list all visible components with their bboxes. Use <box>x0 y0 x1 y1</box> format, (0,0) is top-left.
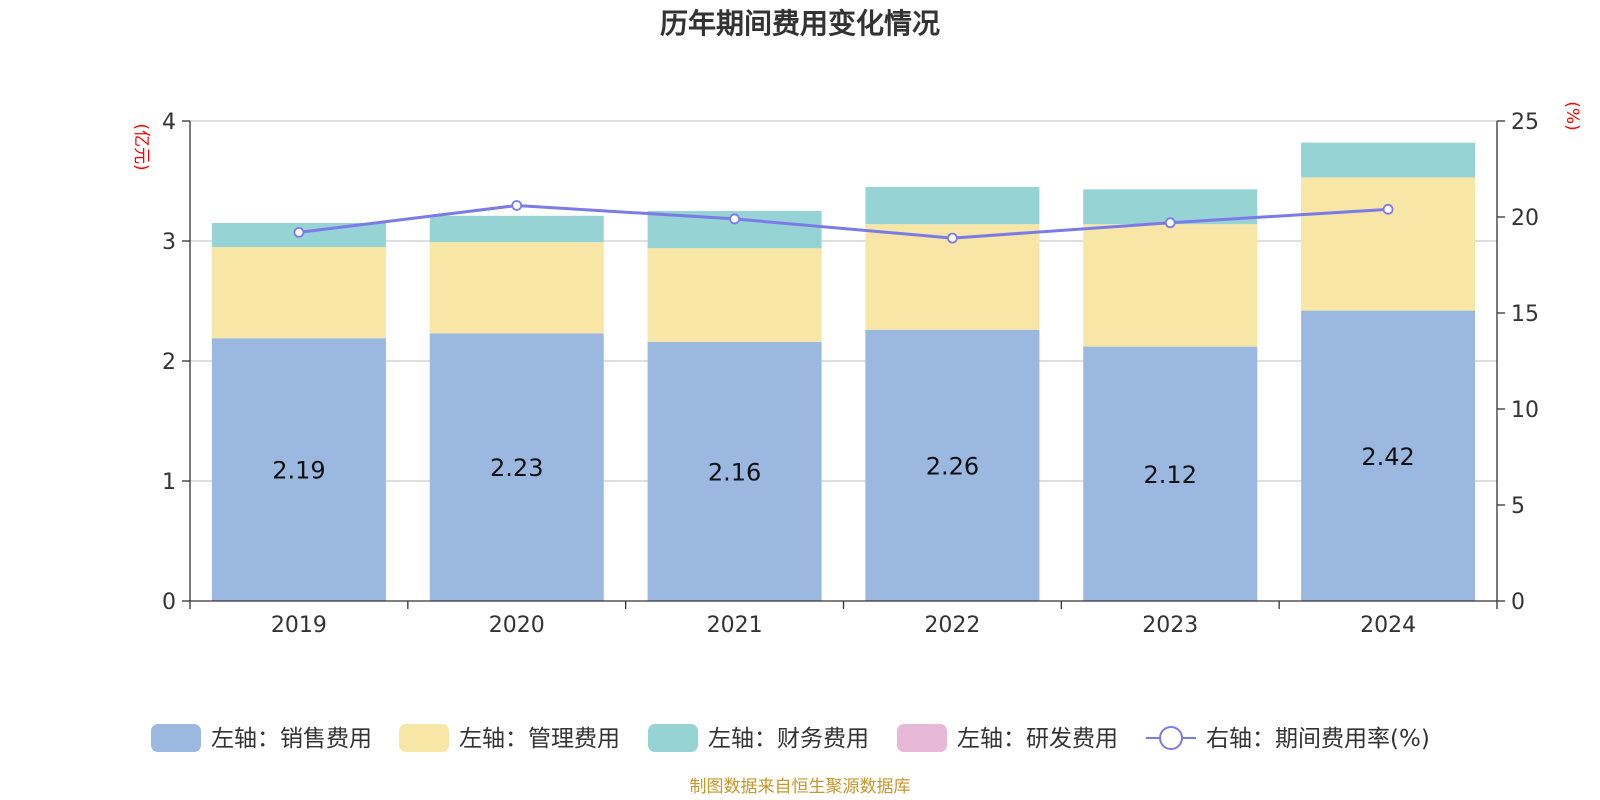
rate-point <box>947 232 958 244</box>
bar-data-label: 2.12 <box>1144 461 1197 489</box>
chart-title: 历年期间费用变化情况 <box>660 7 940 40</box>
legend: 左轴：销售费用 左轴：管理费用 左轴：财务费用 左轴：研发费用 右轴：期间费用率(%) <box>151 724 1430 752</box>
bar-admin <box>1083 224 1258 347</box>
x-tick-label: 2024 <box>1360 613 1416 638</box>
legend-swatch-sales <box>151 724 201 752</box>
left-tick-label: 1 <box>162 470 176 495</box>
gridlines <box>190 120 1497 482</box>
bar-data-label: 2.42 <box>1361 443 1414 471</box>
right-tick-label: 5 <box>1511 494 1525 519</box>
bar-sales <box>1083 346 1258 601</box>
bar-sales <box>647 341 822 601</box>
right-tick-label: 20 <box>1511 206 1539 231</box>
x-tick-label: 2022 <box>924 613 980 638</box>
left-tick-label: 4 <box>162 110 176 135</box>
bar-sales <box>211 338 386 601</box>
legend-label: 左轴：销售费用 <box>211 726 372 752</box>
right-tick-label: 15 <box>1511 302 1539 327</box>
legend-label: 右轴：期间费用率(%) <box>1206 726 1430 752</box>
x-tick-label: 2020 <box>489 613 545 638</box>
right-tick-label: 10 <box>1511 398 1539 423</box>
legend-circle-icon <box>1159 726 1183 750</box>
rate-point <box>1382 203 1394 215</box>
bar-sales <box>865 329 1040 601</box>
x-tick-label: 2023 <box>1142 613 1198 638</box>
left-tick-label: 2 <box>162 350 176 375</box>
bar-data-label: 2.23 <box>490 454 543 482</box>
bar-admin <box>211 247 386 339</box>
legend-swatch-rd <box>897 724 947 752</box>
right-tick-label: 25 <box>1511 110 1539 135</box>
rate-line-layer <box>293 200 1394 244</box>
bar-finance <box>429 215 604 243</box>
axes: 0 1 2 3 4 0 5 10 15 20 25 2019 2020 2021 2022 2023 2024 <box>162 110 1539 638</box>
left-tick-label: 0 <box>162 590 176 615</box>
bar-sales <box>1301 310 1476 601</box>
right-tick-label: 0 <box>1511 590 1525 615</box>
rate-point <box>293 226 305 238</box>
left-tick-label: 3 <box>162 230 176 255</box>
legend-swatch-finance <box>648 724 698 752</box>
rate-point <box>511 200 523 211</box>
bar-admin <box>1301 177 1476 311</box>
right-axis-unit: (%) <box>1562 101 1582 130</box>
bar-finance <box>1301 142 1476 178</box>
bar-finance <box>865 187 1040 225</box>
bar-data-label: 2.19 <box>272 457 325 485</box>
bar-admin <box>647 248 822 342</box>
bar-sales <box>429 333 604 601</box>
bar-data-label: 2.26 <box>926 452 979 480</box>
legend-swatch-admin <box>399 724 449 752</box>
x-tick-label: 2019 <box>271 613 327 638</box>
legend-label: 左轴：财务费用 <box>708 726 869 752</box>
bar-layer: 2.19 2.23 2.16 2.26 2.12 2.42 <box>211 142 1476 601</box>
rate-point <box>729 213 740 225</box>
legend-label: 左轴：管理费用 <box>459 726 620 752</box>
bar-data-label: 2.16 <box>708 458 761 486</box>
rate-line <box>298 203 1389 240</box>
left-axis-unit: (亿元) <box>131 123 151 170</box>
source-note: 制图数据来自恒生聚源数据库 <box>690 777 911 797</box>
x-tick-label: 2021 <box>707 613 763 638</box>
rate-point <box>1164 217 1176 229</box>
bar-admin <box>429 242 604 334</box>
legend-label: 左轴：研发费用 <box>957 726 1118 752</box>
